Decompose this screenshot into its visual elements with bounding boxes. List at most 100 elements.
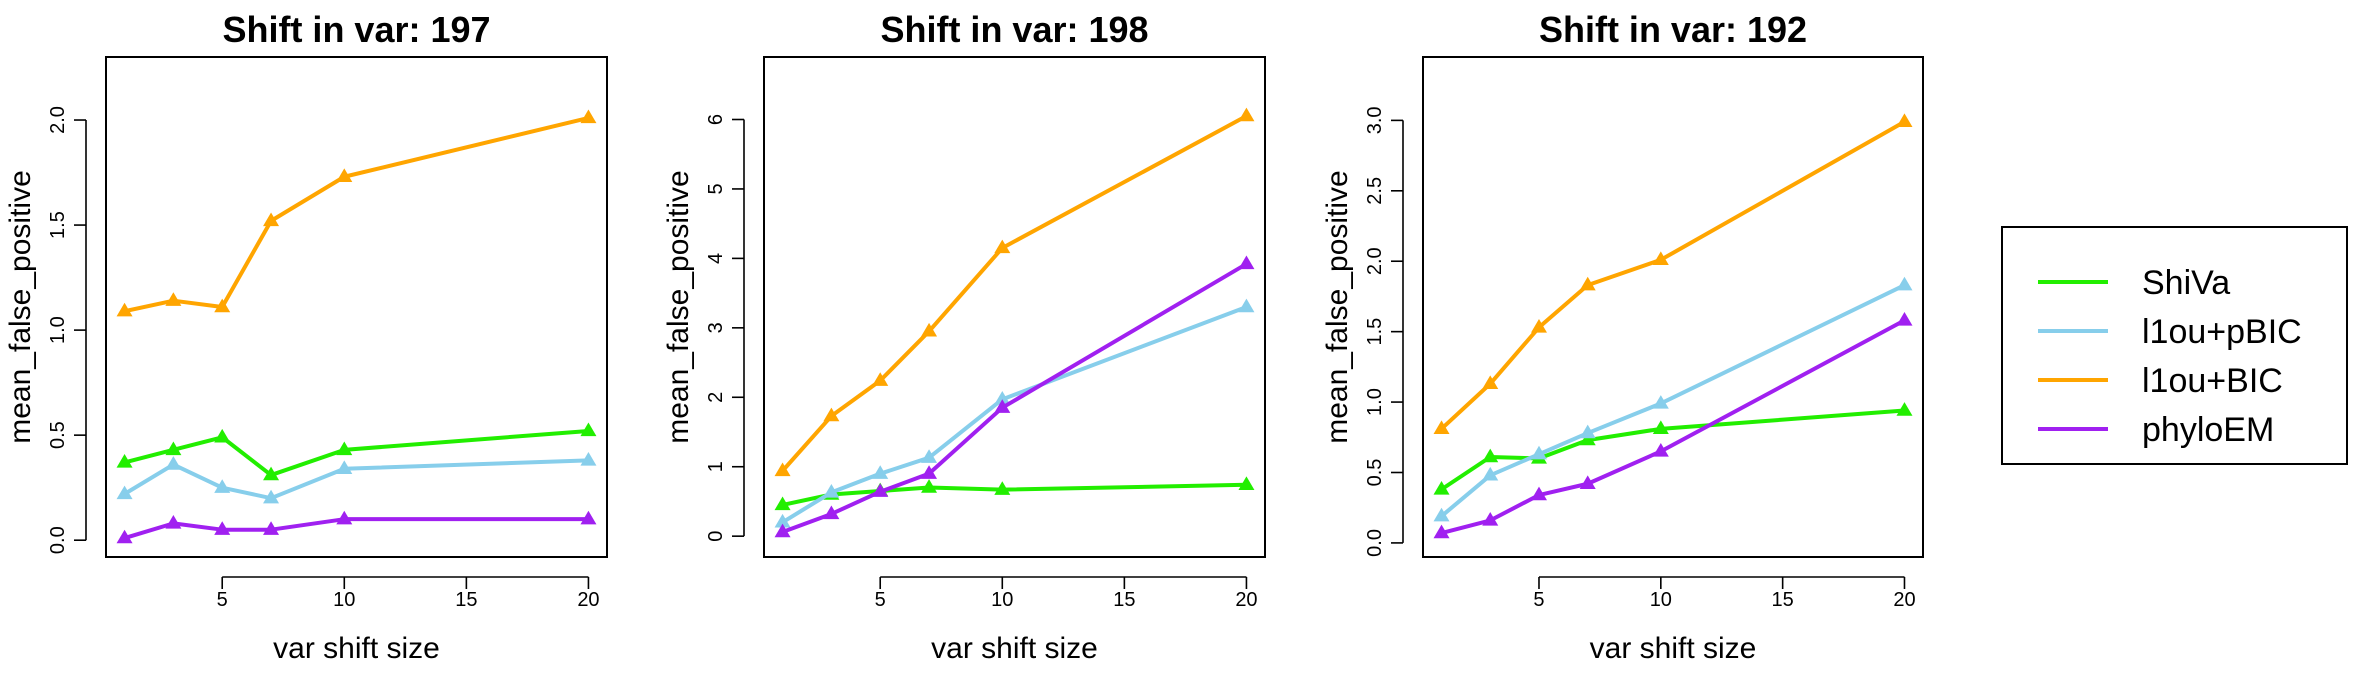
y-tick-label: 1.0 — [1364, 388, 1386, 416]
data-point-l1ou-bic — [263, 212, 280, 227]
y-tick-label: 0.5 — [1364, 459, 1386, 487]
x-tick-label: 15 — [1772, 589, 1794, 611]
data-point-phyloem — [1530, 486, 1547, 501]
data-point-shiva — [774, 496, 791, 511]
x-tick-label: 10 — [1650, 589, 1672, 611]
data-point-phyloem — [1433, 524, 1450, 539]
series-line-phyloem — [1441, 318, 1906, 535]
y-tick-label: 3 — [705, 322, 727, 333]
y-tick-label: 2.5 — [1364, 177, 1386, 205]
data-point-shiva — [336, 441, 353, 456]
x-tick-label: 10 — [333, 589, 355, 611]
data-point-l1ou-bic — [994, 239, 1011, 254]
x-axis-label: var shift size — [1590, 632, 1757, 665]
data-point-l1ou-bic — [1652, 251, 1669, 266]
y-tick-label: 1 — [705, 461, 727, 472]
data-point-shiva — [263, 466, 280, 481]
data-point-shiva — [1482, 448, 1499, 463]
data-point-phyloem — [1896, 311, 1913, 326]
y-tick-label: 0.0 — [47, 526, 69, 554]
data-point-l1ou-pbic — [823, 484, 840, 498]
plot-frame — [105, 56, 608, 558]
data-point-shiva — [1238, 476, 1255, 490]
data-point-l1ou-bic — [1482, 375, 1499, 389]
y-tick-label: 1.5 — [47, 211, 69, 239]
data-point-l1ou-bic — [1579, 276, 1596, 291]
data-point-l1ou-bic — [580, 109, 597, 124]
data-point-shiva — [580, 422, 597, 437]
data-point-phyloem — [165, 514, 182, 529]
data-point-l1ou-bic — [823, 407, 840, 422]
y-tick-label: 5 — [705, 183, 727, 194]
plot-frame — [763, 56, 1266, 558]
data-point-l1ou-bic — [116, 302, 133, 317]
series-line-l1ou-pbic — [123, 458, 589, 501]
data-point-phyloem — [774, 523, 791, 538]
data-point-shiva — [214, 428, 231, 443]
y-tick-label: 2.0 — [47, 106, 69, 134]
y-tick-label: 0.5 — [47, 421, 69, 449]
series-line-phyloem — [123, 517, 589, 541]
y-tick-label: 1.0 — [47, 316, 69, 344]
y-axis-label: mean_false_positive — [1321, 170, 1354, 444]
legend-label: ShiVa — [2142, 264, 2230, 302]
legend-label: l1ou+pBIC — [2142, 313, 2302, 351]
x-tick-label: 15 — [455, 589, 477, 611]
data-point-l1ou-bic — [872, 372, 889, 386]
data-point-phyloem — [214, 521, 231, 535]
data-point-l1ou-pbic — [1530, 445, 1547, 460]
y-tick-label: 3.0 — [1364, 106, 1386, 134]
data-point-l1ou-pbic — [921, 449, 938, 463]
data-point-shiva — [1433, 480, 1450, 495]
panel-title: Shift in var: 197 — [222, 9, 490, 50]
series-line-phyloem — [781, 262, 1248, 534]
data-point-shiva — [994, 481, 1011, 495]
data-point-phyloem — [263, 521, 280, 535]
panel-title: Shift in var: 192 — [1539, 9, 1807, 50]
x-tick-label: 15 — [1113, 589, 1135, 611]
y-axis-label: mean_false_positive — [662, 170, 695, 444]
data-point-l1ou-pbic — [1238, 298, 1255, 313]
data-point-phyloem — [872, 483, 889, 497]
x-tick-label: 5 — [1533, 589, 1544, 611]
data-point-l1ou-pbic — [1482, 466, 1499, 481]
data-point-shiva — [1652, 420, 1669, 435]
data-point-shiva — [116, 454, 133, 468]
series-line-l1ou-bic — [1440, 120, 1906, 431]
data-point-l1ou-pbic — [774, 513, 791, 528]
y-tick-label: 1.5 — [1364, 318, 1386, 346]
data-point-l1ou-pbic — [1896, 276, 1913, 291]
data-point-l1ou-bic — [921, 322, 938, 337]
data-point-l1ou-pbic — [263, 489, 280, 504]
x-tick-label: 5 — [217, 589, 228, 611]
data-point-l1ou-bic — [774, 462, 791, 477]
data-point-phyloem — [336, 510, 353, 525]
y-axis-label: mean_false_positive — [4, 170, 37, 444]
data-point-shiva — [1896, 402, 1913, 416]
data-point-l1ou-pbic — [1652, 395, 1669, 409]
data-point-phyloem — [1579, 475, 1596, 489]
panel-3: Shift in var: 192 5 10 15 20 var shift size 0.… — [1321, 9, 1924, 665]
x-tick-label: 20 — [1235, 589, 1257, 611]
x-tick-label: 20 — [577, 589, 599, 611]
data-point-l1ou-bic — [214, 298, 231, 313]
data-point-l1ou-pbic — [1579, 424, 1596, 439]
legend-label: phyloEM — [2142, 411, 2274, 449]
x-tick-label: 20 — [1893, 589, 1915, 611]
legend: ShiVa l1ou+pBIC l1ou+BIC phyloEM — [2001, 226, 2348, 465]
data-point-phyloem — [921, 465, 938, 479]
legend-label: l1ou+BIC — [2142, 362, 2283, 400]
data-point-l1ou-pbic — [214, 479, 231, 493]
data-point-phyloem — [1652, 442, 1669, 457]
data-point-l1ou-pbic — [336, 460, 353, 474]
data-point-phyloem — [1482, 511, 1499, 526]
y-tick-label: 2.0 — [1364, 247, 1386, 275]
plot-frame — [1422, 56, 1924, 558]
y-tick-label: 6 — [705, 114, 727, 125]
data-point-l1ou-bic — [1238, 107, 1255, 122]
data-point-l1ou-bic — [1433, 420, 1450, 435]
series-line-l1ou-bic — [781, 114, 1248, 473]
data-point-l1ou-pbic — [994, 390, 1011, 405]
